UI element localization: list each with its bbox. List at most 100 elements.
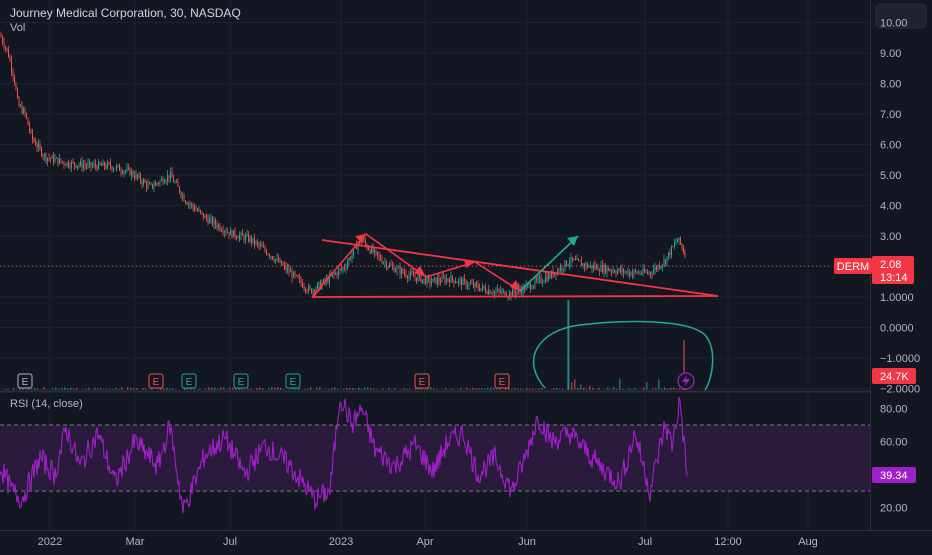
candle-body [286, 265, 287, 270]
earnings-marker[interactable]: E [495, 374, 509, 388]
symbol-title: Journey Medical Corporation, 30, NASDAQ [10, 6, 241, 20]
volume-bar [436, 389, 438, 390]
candle-body [145, 180, 146, 182]
volume-bar [520, 388, 522, 390]
candle-body [434, 278, 435, 279]
volume-bar [646, 382, 648, 390]
lightning-icon[interactable] [678, 373, 694, 389]
candle-body [394, 267, 395, 272]
candle-body [541, 277, 542, 282]
earnings-marker[interactable]: E [149, 374, 163, 388]
volume-bar [349, 388, 351, 390]
volume-bar [493, 388, 495, 390]
volume-bar [472, 388, 474, 390]
earnings-marker[interactable]: E [234, 374, 248, 388]
volume-bar [43, 387, 45, 390]
volume-bar [7, 389, 9, 390]
candle-body [371, 247, 372, 253]
volume-bar [652, 388, 654, 390]
candle-body [602, 265, 603, 272]
candle-body [673, 246, 674, 247]
candle-body [308, 286, 309, 291]
volume-bars [1, 300, 687, 390]
candle-body [251, 237, 252, 242]
volume-bar [607, 387, 609, 390]
volume-bar [496, 389, 498, 390]
price-tick-label: 5.00 [880, 170, 901, 182]
candle-body [433, 279, 434, 282]
candle-body [233, 230, 234, 237]
triangle-support-line[interactable] [312, 296, 718, 297]
candle-body [86, 166, 87, 167]
candle-body [176, 182, 177, 183]
candle-body [28, 118, 29, 125]
price-tick-label: 4.00 [880, 201, 901, 213]
candle-body [226, 232, 227, 233]
candle-body [194, 207, 195, 210]
volume-bar [355, 389, 357, 390]
candle-body [647, 272, 648, 273]
drawings[interactable] [312, 234, 718, 390]
volume-bar [73, 388, 75, 390]
candle-body [646, 272, 647, 273]
candle-body [311, 289, 312, 293]
candle-body [563, 269, 564, 270]
rsi-tick-label: 60.00 [880, 437, 908, 449]
candle-body [230, 230, 231, 235]
candle-body [146, 183, 147, 188]
volume-bar [478, 388, 480, 390]
volume-bar [481, 388, 483, 390]
candle-body [607, 268, 608, 273]
candle-body [439, 279, 440, 282]
candle-body [32, 131, 33, 139]
candle-body [458, 280, 459, 282]
volume-bar [76, 388, 78, 390]
candle-body [41, 148, 42, 156]
volume-bar [577, 388, 579, 390]
time-tick-label: Apr [416, 536, 433, 548]
candle-body [641, 273, 642, 274]
candle-body [169, 175, 170, 178]
volume-bar [199, 389, 201, 390]
volume-bar [466, 387, 468, 390]
candle-body [406, 274, 407, 277]
svg-text:E: E [419, 377, 426, 388]
candle-body [679, 237, 680, 240]
candle-body [446, 279, 447, 282]
candle-body [676, 242, 677, 243]
candle-body [412, 272, 413, 273]
candle-body [14, 76, 15, 83]
candle-body [677, 240, 678, 242]
candle-body [44, 154, 45, 156]
earnings-marker[interactable]: E [182, 374, 196, 388]
volume-bar [280, 388, 282, 390]
price-tick-label: −1.0000 [880, 353, 920, 365]
volume-bar [616, 389, 618, 390]
volume-bar [232, 388, 234, 390]
candle-body [107, 163, 108, 168]
candle-body [188, 203, 189, 204]
candle-body [52, 156, 53, 159]
candle-body [487, 292, 488, 294]
candle-body [200, 210, 201, 212]
earnings-marker[interactable]: E [286, 374, 300, 388]
volume-bar [109, 389, 111, 390]
candle-body [460, 279, 461, 280]
candle-body [619, 269, 620, 271]
candle-body [7, 48, 8, 50]
candle-body [635, 270, 636, 271]
candle-body [299, 278, 300, 279]
candle-body [335, 273, 336, 274]
volume-bar [94, 388, 96, 390]
price-axis[interactable]: 10.009.008.007.006.005.004.003.002.001.0… [880, 18, 920, 396]
candle-body [491, 293, 492, 294]
candle-body [260, 245, 261, 246]
candle-body [466, 280, 467, 286]
earnings-marker[interactable]: E [18, 374, 32, 388]
candle-body [163, 179, 164, 183]
earnings-marker[interactable]: E [415, 374, 429, 388]
